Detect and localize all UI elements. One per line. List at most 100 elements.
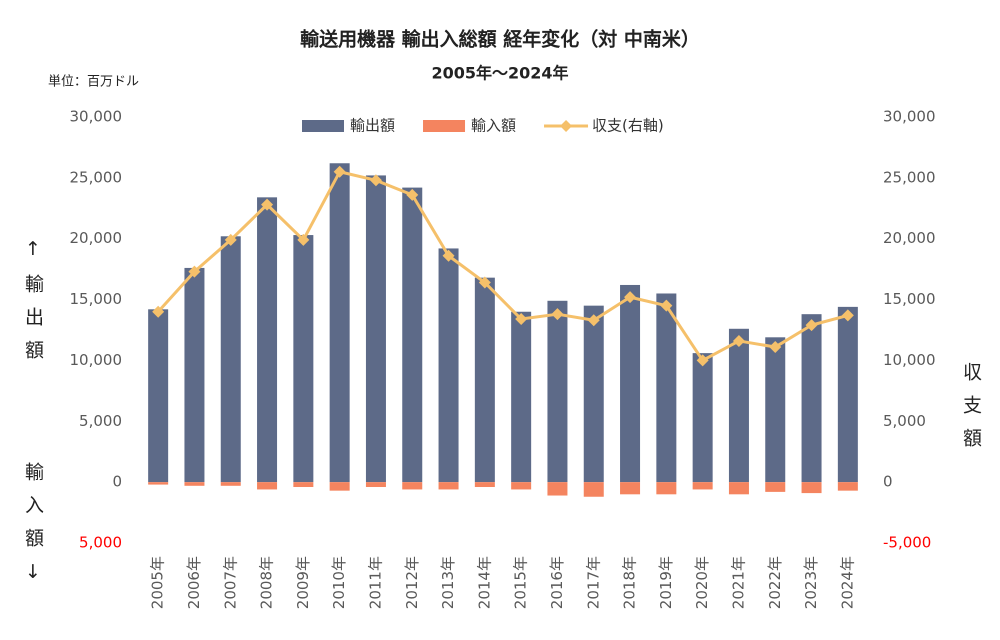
- chart-title: 輸送用機器 輸出入総額 経年変化（対 中南米）: [300, 28, 700, 51]
- y-tick-label: 5,000: [883, 412, 926, 430]
- marker: [732, 334, 745, 347]
- x-tick-label: 2018年: [621, 556, 639, 609]
- bar: [474, 482, 495, 488]
- bar: [511, 311, 532, 483]
- y-tick-label: 20,000: [70, 229, 123, 247]
- bar: [365, 175, 386, 483]
- y-tick-label: 10,000: [70, 351, 123, 369]
- y-tick-label: 30,000: [883, 108, 936, 126]
- bar: [692, 482, 713, 490]
- bar: [692, 353, 713, 483]
- x-tick-label: 2014年: [475, 556, 493, 609]
- bar: [474, 277, 495, 483]
- bar: [402, 187, 423, 483]
- y-tick-label: -5,000: [883, 534, 931, 552]
- x-tick-label: 2021年: [729, 556, 747, 609]
- marker: [261, 198, 274, 211]
- legend-label: 収支(右軸): [592, 117, 664, 135]
- x-tick-label: 2006年: [185, 556, 203, 609]
- marker: [624, 291, 637, 304]
- x-tick-label: 2017年: [584, 556, 602, 609]
- y-tick-label: 20,000: [883, 229, 936, 247]
- y-tick-label: 15,000: [70, 290, 123, 308]
- marker: [515, 313, 528, 326]
- marker: [333, 165, 346, 178]
- bar: [837, 306, 858, 483]
- marker: [587, 314, 600, 327]
- bar: [148, 482, 169, 485]
- bar: [148, 309, 169, 483]
- bar: [620, 482, 641, 495]
- y-tick-label: 15,000: [883, 290, 936, 308]
- line: [157, 170, 849, 362]
- marker: [769, 341, 782, 354]
- marker: [188, 265, 201, 278]
- marker: [152, 305, 165, 318]
- y2-axis-label: 収支額: [960, 362, 982, 461]
- y-axis-label: ↑輸出額: [22, 238, 44, 373]
- marker: [696, 354, 709, 367]
- marker: [805, 319, 818, 332]
- marker: [478, 276, 491, 289]
- bar: [293, 235, 314, 483]
- bar: [728, 328, 749, 483]
- marker: [297, 233, 310, 246]
- x-tick-label: 2015年: [512, 556, 530, 609]
- legend-swatch: [560, 120, 573, 132]
- bar: [329, 163, 350, 483]
- x-tick-label: 2022年: [766, 556, 784, 609]
- x-tick-label: 2008年: [258, 556, 276, 609]
- x-tick-label: 2023年: [802, 556, 820, 609]
- y-tick-label: 25,000: [883, 168, 936, 186]
- y-tick-label: 25,000: [70, 168, 123, 186]
- y-tick-label: 5,000: [79, 534, 122, 552]
- bar: [220, 482, 241, 486]
- x-tick-label: 2010年: [330, 556, 348, 609]
- bar: [220, 236, 241, 483]
- bar: [837, 482, 858, 491]
- bar: [438, 482, 459, 490]
- bar: [257, 482, 278, 490]
- bar: [547, 300, 568, 483]
- bar: [583, 482, 604, 497]
- bar: [765, 482, 786, 492]
- x-tick-label: 2009年: [294, 556, 312, 609]
- x-tick-label: 2005年: [149, 556, 167, 609]
- x-tick-label: 2011年: [366, 556, 384, 609]
- marker: [442, 249, 455, 262]
- bar: [656, 482, 677, 495]
- x-tick-label: 2016年: [548, 556, 566, 609]
- bar: [656, 293, 677, 483]
- x-tick-label: 2013年: [439, 556, 457, 609]
- y-tick-label: 30,000: [70, 108, 123, 126]
- x-tick-label: 2012年: [403, 556, 421, 609]
- bar: [365, 482, 386, 488]
- y-tick-label: 0: [883, 473, 893, 491]
- bar: [728, 482, 749, 495]
- x-tick-label: 2020年: [693, 556, 711, 609]
- bar: [257, 197, 278, 483]
- y-tick-label: 5,000: [79, 412, 122, 430]
- y-axis-label: 輸入額↓: [22, 462, 44, 597]
- bar: [402, 482, 423, 490]
- marker: [841, 309, 854, 322]
- bar: [329, 482, 350, 491]
- bar: [547, 482, 568, 496]
- unit-label: 単位：百万ドル: [48, 74, 139, 90]
- marker: [406, 188, 419, 201]
- bar: [438, 248, 459, 483]
- marker: [551, 308, 564, 321]
- bar: [511, 482, 532, 490]
- marker: [369, 174, 382, 187]
- bar: [765, 337, 786, 483]
- x-tick-label: 2024年: [838, 556, 856, 609]
- bar: [184, 267, 205, 483]
- bar: [801, 482, 822, 494]
- bar: [801, 314, 822, 483]
- bar: [583, 305, 604, 483]
- legend-swatch: [302, 120, 344, 132]
- bar: [620, 284, 641, 483]
- y-tick-label: 0: [112, 473, 122, 491]
